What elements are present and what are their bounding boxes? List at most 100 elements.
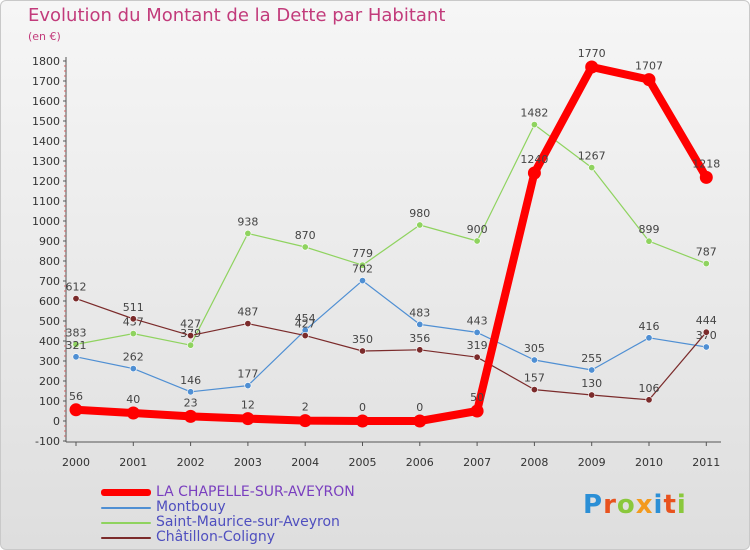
x-tick-label: 2010 (635, 456, 663, 469)
data-label-saint-maurice-sur-aveyron: 1482 (520, 107, 548, 120)
x-tick-label: 2001 (119, 456, 147, 469)
data-label-saint-maurice-sur-aveyron: 899 (639, 223, 660, 236)
data-point-la-chapelle-sur-aveyron (69, 403, 83, 417)
data-point-la-chapelle-sur-aveyron (642, 73, 656, 87)
data-label-la-chapelle-sur-aveyron: 2 (302, 401, 309, 414)
data-point-saint-maurice-sur-aveyron (301, 243, 309, 251)
y-tick-label: 200 (39, 375, 60, 388)
y-tick-label: 100 (39, 395, 60, 408)
data-point-la-chapelle-sur-aveyron (585, 60, 599, 74)
data-label-ch-tillon-coligny: 427 (295, 318, 316, 331)
y-tick-label: 1100 (32, 195, 60, 208)
x-tick-label: 2006 (406, 456, 434, 469)
x-tick-label: 2005 (349, 456, 377, 469)
data-label-montbouy: 702 (352, 263, 373, 276)
legend-label: LA CHAPELLE-SUR-AVEYRON (156, 484, 355, 500)
data-point-montbouy (530, 356, 538, 364)
legend-swatch (101, 522, 151, 524)
legend-swatch (101, 507, 151, 509)
chart-subtitle: (en €) (28, 30, 61, 43)
data-label-la-chapelle-sur-aveyron: 1240 (520, 153, 548, 166)
logo-letter: t (663, 490, 677, 520)
data-label-la-chapelle-sur-aveyron: 1770 (578, 47, 606, 60)
legend-label: Saint-Maurice-sur-Aveyron (156, 514, 340, 530)
series-line-montbouy (75, 280, 707, 393)
data-label-saint-maurice-sur-aveyron: 383 (66, 326, 87, 339)
data-label-la-chapelle-sur-aveyron: 0 (416, 401, 423, 414)
data-label-ch-tillon-coligny: 356 (409, 332, 430, 345)
data-point-ch-tillon-coligny (588, 391, 596, 399)
data-point-la-chapelle-sur-aveyron (356, 414, 369, 428)
data-point-saint-maurice-sur-aveyron (187, 341, 195, 349)
data-point-saint-maurice-sur-aveyron (530, 121, 538, 129)
data-point-saint-maurice-sur-aveyron (129, 330, 137, 338)
data-point-montbouy (129, 365, 137, 373)
data-point-ch-tillon-coligny (244, 320, 252, 328)
data-label-montbouy: 262 (123, 351, 144, 364)
y-tick-label: 0 (53, 415, 60, 428)
x-tick-label: 2011 (692, 456, 720, 469)
data-point-ch-tillon-coligny (72, 295, 80, 303)
y-tick-label: 1300 (32, 155, 60, 168)
data-point-montbouy (416, 320, 424, 328)
x-tick-label: 2003 (234, 456, 262, 469)
data-label-ch-tillon-coligny: 612 (66, 281, 87, 294)
data-label-la-chapelle-sur-aveyron: 12 (241, 399, 255, 412)
data-point-ch-tillon-coligny (473, 353, 481, 361)
data-label-ch-tillon-coligny: 427 (180, 318, 201, 331)
data-label-montbouy: 483 (409, 306, 430, 319)
data-point-montbouy (645, 334, 653, 342)
y-tick-label: 500 (39, 315, 60, 328)
data-label-saint-maurice-sur-aveyron: 980 (409, 207, 430, 220)
logo-letter: o (616, 490, 636, 520)
x-tick-label: 2004 (291, 456, 319, 469)
data-label-montbouy: 454 (295, 312, 316, 325)
y-tick-label: -100 (35, 435, 60, 448)
y-tick-label: 800 (39, 255, 60, 268)
series-line-la-chapelle-sur-aveyron (72, 63, 711, 425)
y-tick-label: 300 (39, 355, 60, 368)
data-point-la-chapelle-sur-aveyron (241, 412, 255, 426)
logo-letter: i (653, 490, 664, 520)
data-point-montbouy (187, 388, 195, 396)
data-point-la-chapelle-sur-aveyron (527, 166, 541, 180)
x-tick-label: 2009 (578, 456, 606, 469)
x-tick-label: 2007 (463, 456, 491, 469)
data-point-la-chapelle-sur-aveyron (184, 409, 198, 423)
data-label-montbouy: 255 (581, 352, 602, 365)
data-point-ch-tillon-coligny (358, 347, 366, 355)
data-point-montbouy (72, 353, 80, 361)
data-point-montbouy (588, 366, 596, 374)
data-label-saint-maurice-sur-aveyron: 779 (352, 247, 373, 260)
legend-swatch (101, 489, 151, 496)
data-point-ch-tillon-coligny (702, 328, 710, 336)
data-label-la-chapelle-sur-aveyron: 0 (359, 401, 366, 414)
data-label-saint-maurice-sur-aveyron: 787 (696, 246, 717, 259)
data-point-saint-maurice-sur-aveyron (416, 221, 424, 229)
data-label-saint-maurice-sur-aveyron: 938 (237, 215, 258, 228)
logo-letter: r (603, 490, 617, 520)
series-line-ch-tillon-coligny (75, 298, 707, 401)
x-tick-label: 2008 (520, 456, 548, 469)
y-tick-label: 1800 (32, 55, 60, 68)
logo-letter: P (583, 490, 604, 520)
y-tick-label: 1500 (32, 115, 60, 128)
data-point-saint-maurice-sur-aveyron (645, 237, 653, 245)
y-tick-label: 900 (39, 235, 60, 248)
y-tick-label: 1700 (32, 75, 60, 88)
data-point-ch-tillon-coligny (416, 346, 424, 354)
data-label-ch-tillon-coligny: 157 (524, 372, 545, 385)
data-label-la-chapelle-sur-aveyron: 23 (184, 396, 198, 409)
data-point-montbouy (702, 343, 710, 351)
data-point-saint-maurice-sur-aveyron (588, 164, 596, 172)
data-point-ch-tillon-coligny (187, 332, 195, 340)
data-label-ch-tillon-coligny: 319 (467, 339, 488, 352)
y-tick-label: 700 (39, 275, 60, 288)
y-tick-label: 1400 (32, 135, 60, 148)
data-label-ch-tillon-coligny: 350 (352, 333, 373, 346)
data-label-ch-tillon-coligny: 511 (123, 301, 144, 314)
x-tick-label: 2002 (177, 456, 205, 469)
y-tick-label: 1200 (32, 175, 60, 188)
data-point-la-chapelle-sur-aveyron (699, 170, 713, 184)
